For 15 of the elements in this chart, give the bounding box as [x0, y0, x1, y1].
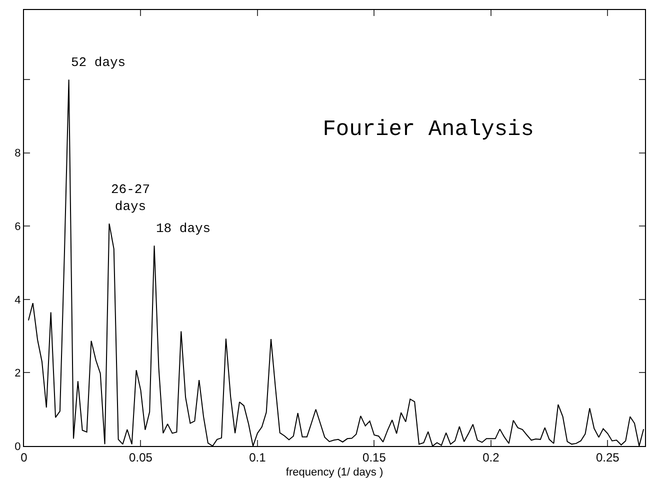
x-axis-title: frequency (1/ days )	[286, 466, 384, 479]
x-tick-label: 0.05	[129, 450, 153, 464]
annotation: 52 days	[71, 55, 126, 70]
x-tick-label: 0.2	[482, 450, 500, 464]
y-tick-label: 4	[14, 294, 21, 306]
y-tick-label: 0	[14, 440, 21, 453]
annotation: 26-27 days	[111, 182, 150, 214]
y-tick-label: 6	[14, 221, 21, 234]
text: Fourier Analysis	[322, 116, 534, 142]
x-tick-label: 0.15	[362, 450, 386, 464]
x-tick-label: 0.25	[596, 450, 620, 464]
annotation: 18 days	[156, 221, 211, 236]
x-tick-label: 0.1	[249, 450, 266, 464]
y-tick-label: 8	[14, 148, 21, 160]
y-tick-label: 2	[14, 368, 21, 380]
